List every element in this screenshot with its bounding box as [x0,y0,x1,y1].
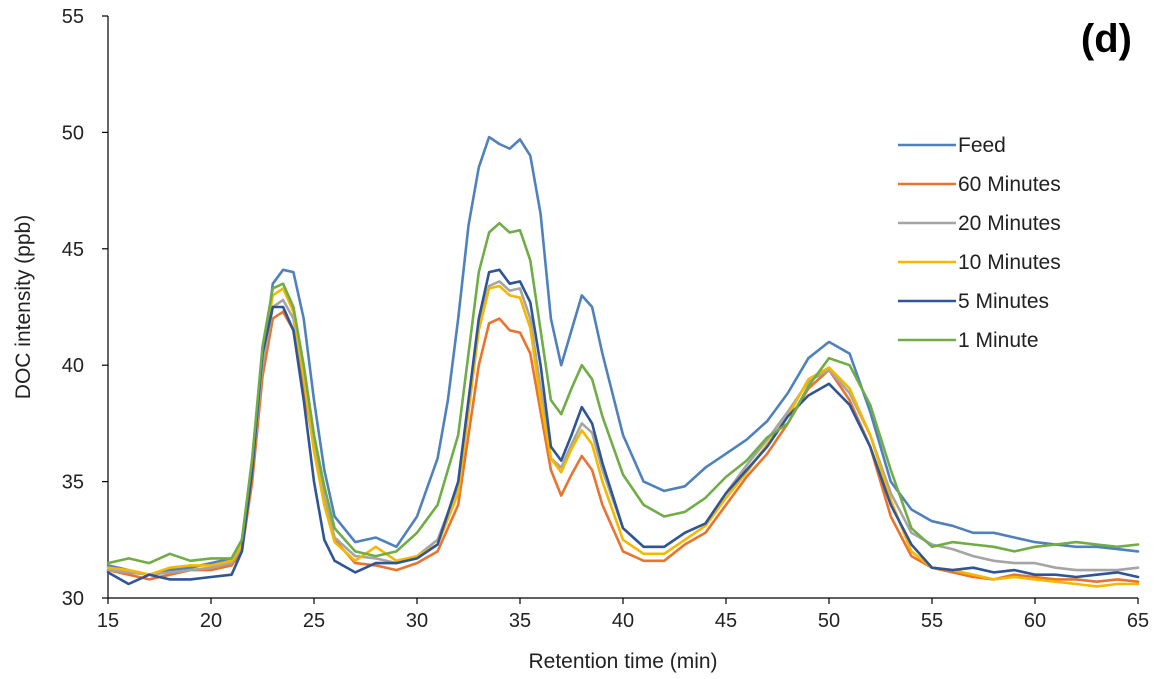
x-tick-label: 25 [303,610,325,632]
x-tick-label: 50 [818,610,840,632]
x-axis-ticks: 15 20 25 30 35 40 45 50 55 60 65 [97,598,1149,632]
x-tick-label: 60 [1024,610,1046,632]
x-tick-label: 55 [921,610,943,632]
y-tick-label: 50 [62,122,84,144]
x-axis-title: Retention time (min) [528,650,717,673]
x-tick-label: 35 [509,610,531,632]
series-layer [106,135,1140,588]
legend-label: Feed [958,134,1006,157]
legend-label: 20 Minutes [958,212,1061,235]
y-tick-label: 40 [62,355,84,377]
y-axis-ticks: 30 35 40 45 50 55 [62,6,108,610]
x-tick-label: 40 [612,610,634,632]
axes: 15 20 25 30 35 40 45 50 55 60 65 30 35 40 45 50 55 [62,6,1149,632]
x-tick-label: 45 [715,610,737,632]
legend-label: 60 Minutes [958,173,1061,196]
series-line-feed [106,135,1140,577]
y-tick-label: 45 [62,239,84,261]
x-tick-label: 20 [200,610,222,632]
y-axis-title: DOC intensity (ppb) [12,215,35,399]
x-tick-label: 30 [406,610,428,632]
x-tick-label: 65 [1127,610,1149,632]
y-tick-label: 30 [62,588,84,610]
x-tick-label: 15 [97,610,119,632]
legend-label: 10 Minutes [958,251,1061,274]
legend-label: 5 Minutes [958,290,1049,313]
panel-label: (d) [1081,17,1132,61]
y-tick-label: 35 [62,472,84,494]
series-line-20-minutes [106,280,1140,577]
series-line-10-minutes [106,284,1140,588]
series-line-5-minutes [106,268,1140,586]
legend-label: 1 Minute [958,329,1039,352]
series-line-1-minute [106,221,1140,565]
legend: Feed 60 Minutes 20 Minutes 10 Minutes 5 Minu… [898,134,1061,352]
y-tick-label: 55 [62,6,84,28]
